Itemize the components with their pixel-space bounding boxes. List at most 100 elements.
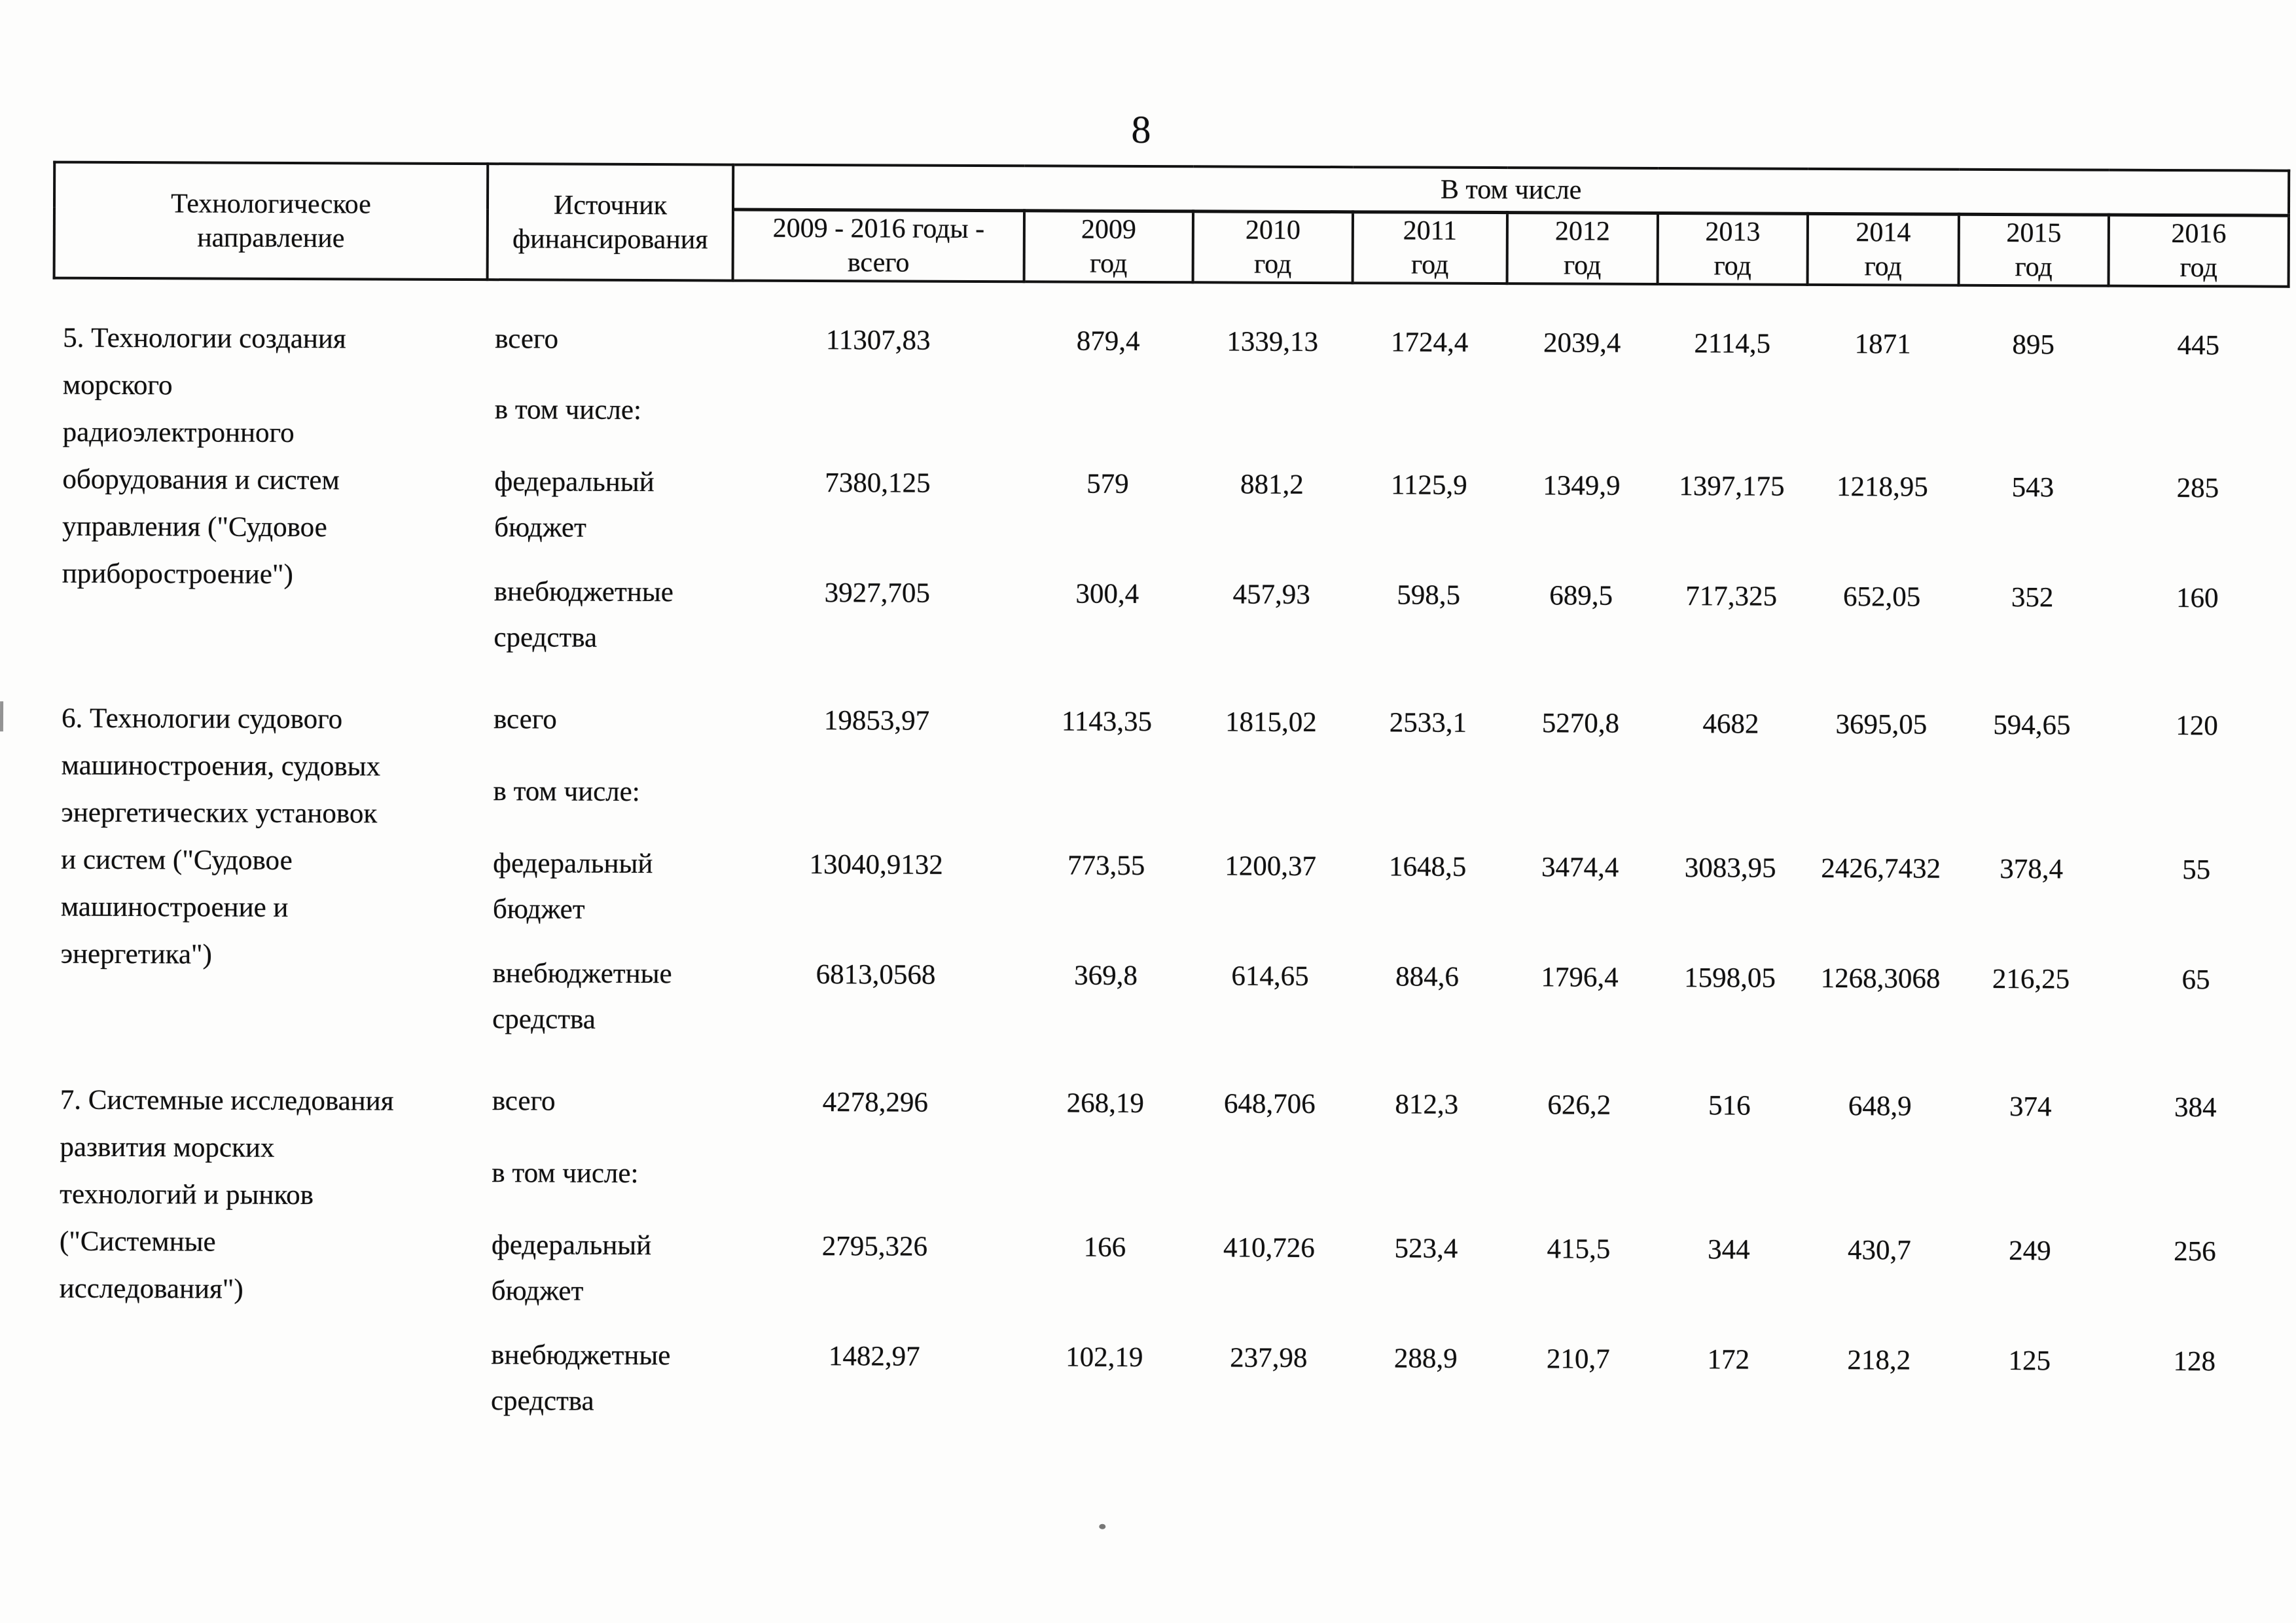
value-cell: 256 [2174,1236,2216,1267]
value-cell: 300,4 [1075,578,1139,610]
financing-table: Технологическое направление Источник фин… [48,161,2290,1432]
value-cell: 1339,13 [1227,326,1319,357]
value-cell [1503,1145,1654,1218]
value-cell [2105,1148,2285,1220]
value-cell: 2533,1 [1389,707,1467,739]
direction-line: приборостроение") [62,558,293,590]
scan-speck-edge [0,701,4,732]
value-cell: 457,93 [1232,579,1310,610]
value-cell: 3083,95 [1684,852,1776,884]
value-cell: 523,4 [1394,1233,1458,1264]
value-cell: 2426,7432 [1821,852,1941,884]
value-cell: 166 [1083,1231,1126,1263]
value-cell: 65 [2181,964,2210,996]
value-cell [1805,765,1956,837]
value-cell: 1648,5 [1388,851,1467,883]
value-cell: 55 [2182,854,2211,886]
header-row-group: Технологическое направление Источник фин… [54,162,2289,281]
header-year-line1: 2012 [1554,216,1610,247]
value-cell: 1218,95 [1836,471,1928,503]
value-cell: 1125,9 [1390,469,1467,501]
value-cell: 352 [2011,582,2054,613]
direction-line: оборудования и систем [62,464,340,496]
value-cell: 102,19 [1066,1341,1143,1373]
source-cell: федеральный бюджет [494,466,655,543]
value-cell: 2039,4 [1543,327,1621,359]
header-year-line1: 2016 [2171,218,2227,249]
value-cell: 160 [2176,583,2219,614]
direction-cell: 5. Технологии создания морского радиоэлект… [52,278,487,662]
direction-line: и систем ("Судовое [61,844,293,876]
value-cell: 648,706 [1223,1088,1316,1120]
value-cell [1654,1146,1804,1218]
value-cell: 285 [2176,473,2219,504]
value-cell: 369,8 [1074,960,1138,991]
source-cell: федеральный бюджет [492,848,653,925]
value-cell: 216,25 [1992,963,2070,995]
header-year-line1: 2015 [2006,218,2062,249]
value-cell: 13040,9132 [809,849,943,881]
table-row: 6. Технологии судового машиностроения, су… [52,660,2287,970]
source-cell: внебюджетные средства [493,576,673,653]
header-direction-line1: Технологическое [171,188,371,219]
source-cell: всего [493,704,557,735]
header-year-col: 2009 - 2016 годы - всего [732,210,1024,282]
header-year-col: 2013 год [1657,213,1808,285]
value-cell: 120 [2176,710,2218,742]
table-body: 5. Технологии создания морского радиоэлект… [50,278,2289,1432]
header-year-col: 2009 год [1024,210,1193,283]
direction-cell: 6. Технологии судового машиностроения, су… [51,660,486,1044]
value-cell: 773,55 [1067,850,1145,881]
header-year-col: 2015 год [1958,214,2109,286]
value-cell: 6813,0568 [816,959,936,991]
header-year-line1: 2009 - 2016 годы - [772,213,985,245]
value-cell: 237,98 [1230,1342,1308,1374]
value-cell [2108,384,2288,457]
source-cell: внебюджетные средства [492,958,672,1035]
value-cell: 881,2 [1240,469,1304,500]
direction-line: исследования") [59,1273,243,1305]
value-cell: 2795,326 [821,1231,928,1262]
value-cell: 172 [1707,1344,1750,1376]
direction-line: 5. Технологии создания [63,322,346,355]
value-cell [1350,763,1505,835]
value-cell: 1143,35 [1061,706,1153,738]
value-cell: 11307,83 [825,325,931,356]
direction-cell: 7. Системные исследования развития морски… [50,1042,484,1425]
direction-line: энергетических установок [61,797,378,830]
value-cell: 1200,37 [1225,850,1317,882]
value-cell: 7380,125 [825,467,931,499]
header-direction: Технологическое направление [54,162,488,280]
direction-line: машиностроения, судовых [61,750,381,782]
direction-line: развития морских [60,1131,275,1163]
header-year-line1: 2014 [1856,217,1911,248]
value-cell [732,379,1024,452]
value-cell: 430,7 [1847,1235,1911,1266]
value-cell: 445 [2177,330,2220,361]
header-year-line2: год [1253,249,1292,280]
value-cell: 378,4 [2000,853,2064,885]
value-cell [1955,1147,2105,1220]
header-year-line1: 2011 [1403,215,1458,246]
header-source: Источник финансирования [487,164,734,281]
value-cell: 4278,296 [822,1087,928,1118]
value-cell: 384 [2174,1092,2217,1123]
header-year-line1: 2010 [1245,215,1300,246]
source-cell: всего [495,323,559,355]
value-cell: 1796,4 [1541,962,1619,993]
value-cell: 1815,02 [1225,706,1317,738]
value-cell: 3695,05 [1835,709,1928,740]
source-cell: в том числе: [494,394,642,426]
value-cell [1804,1146,1955,1219]
direction-line: технологий и рынков [60,1178,314,1211]
value-cell: 3927,705 [824,577,930,609]
value-cell: 579 [1086,468,1129,500]
value-cell: 128 [2173,1346,2216,1377]
value-cell: 648,9 [1848,1091,1912,1122]
header-year-line1: 2009 [1081,214,1136,245]
value-cell: 344 [1708,1234,1750,1266]
value-cell: 1598,05 [1684,962,1776,994]
header-year-line2: год [1864,251,1902,282]
header-year-col: 2011 год [1352,211,1507,284]
source-cell: внебюджетные средства [490,1340,671,1417]
